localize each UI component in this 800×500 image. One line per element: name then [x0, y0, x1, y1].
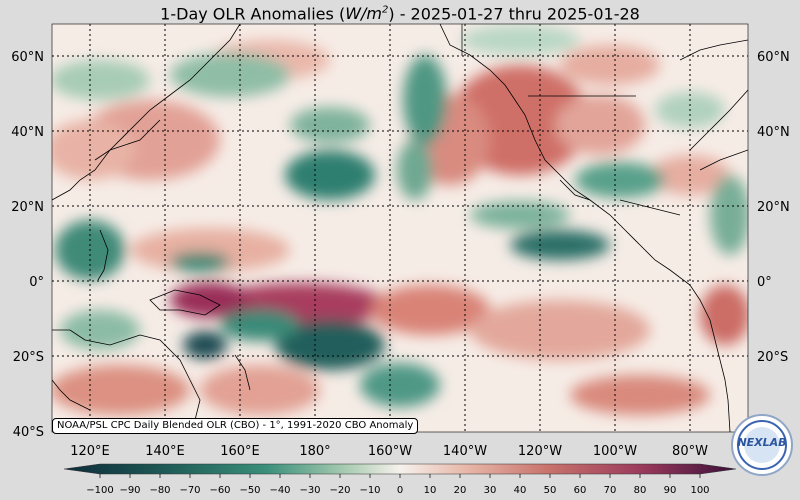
- lat-label: 40°N: [11, 125, 44, 140]
- lat-label: 20°S: [757, 350, 788, 365]
- colorbar-tick-label: 10: [424, 485, 437, 496]
- colorbar-tick-label: 100: [690, 485, 709, 496]
- anomaly-patches: [52, 25, 748, 415]
- title-suffix: ) - 2025-01-27 thru 2025-01-28: [388, 4, 640, 24]
- map-title: 1-Day OLR Anomalies (W/m2) - 2025-01-27 …: [0, 0, 800, 24]
- colorbar-tick-label: −10: [359, 485, 380, 496]
- colorbar-tick-label: −50: [239, 485, 260, 496]
- colorbar-tick-label: −80: [149, 485, 170, 496]
- title-prefix: 1-Day OLR Anomalies (: [160, 4, 346, 24]
- title-unit-exponent: 2: [381, 5, 389, 16]
- lon-label: 160°W: [368, 444, 412, 459]
- colorbar-tick-label: 20: [454, 485, 467, 496]
- colorbar-tick-label: 60: [574, 485, 587, 496]
- lat-label: 60°N: [11, 50, 44, 65]
- colorbar-bar: [63, 463, 737, 475]
- lon-label: 80°W: [672, 444, 708, 459]
- colorbar-tick-label: −70: [179, 485, 200, 496]
- colorbar-tick-label: 80: [634, 485, 647, 496]
- colorbar-tick-label: 0: [397, 485, 403, 496]
- title-unit: W/m2: [345, 4, 388, 23]
- lat-label: 0°: [757, 275, 772, 290]
- colorbar-ticks: −100 −90 −80 −70 −60 −50 −40 −30 −20 −10 0 10 20 30 40…: [86, 474, 710, 496]
- lon-label: 120°W: [518, 444, 562, 459]
- colorbar-tick-label: 50: [544, 485, 557, 496]
- lat-label: 20°N: [757, 200, 790, 215]
- colorbar-tick-label: −30: [299, 485, 320, 496]
- colorbar-tick-label: −100: [86, 485, 113, 496]
- colorbar-tick-label: 40: [514, 485, 527, 496]
- logo-ring: [737, 420, 787, 470]
- coastlines: [52, 24, 748, 432]
- lat-label: 20°N: [11, 200, 44, 215]
- lon-label: 140°W: [443, 444, 487, 459]
- colorbar-tick-label: 30: [484, 485, 497, 496]
- colorbar-tick-label: −90: [119, 485, 140, 496]
- logo-text: NEXLAB: [737, 436, 787, 449]
- nexlab-logo[interactable]: NEXLAB: [731, 414, 793, 476]
- lat-label: 60°N: [757, 50, 790, 65]
- lat-labels-right: 60°N 40°N 20°N 0° 20°S: [757, 50, 790, 365]
- colorbar-tick-label: 90: [664, 485, 677, 496]
- lon-label: 180°: [299, 444, 330, 459]
- globe-icon: [744, 427, 780, 463]
- lat-label: 0°: [29, 275, 44, 290]
- title-unit-base: W/m: [345, 4, 382, 24]
- political-borders: [461, 24, 636, 97]
- lon-labels: 120°E 140°E 160°E 180° 160°W 140°W 120°W…: [70, 444, 708, 459]
- colorbar: −100 −90 −80 −70 −60 −50 −40 −30 −20 −10 0 10 20 30 40…: [63, 463, 737, 496]
- lon-label: 160°E: [220, 444, 260, 459]
- colorbar-tick-label: −20: [329, 485, 350, 496]
- lon-label: 140°E: [145, 444, 185, 459]
- lat-label: 40°S: [13, 425, 44, 440]
- graticule: [52, 24, 748, 432]
- lon-label: 100°W: [593, 444, 637, 459]
- colorbar-tick-label: 70: [604, 485, 617, 496]
- lon-label: 120°E: [70, 444, 110, 459]
- colorbar-tick-label: −60: [209, 485, 230, 496]
- colorbar-tick-label: −40: [269, 485, 290, 496]
- lat-label: 20°S: [13, 350, 44, 365]
- data-source-note: NOAA/PSL CPC Daily Blended OLR (CBO) - 1…: [52, 418, 419, 434]
- olr-field: [52, 24, 748, 432]
- lat-labels-left: 60°N 40°N 20°N 0° 20°S 40°S: [11, 50, 44, 440]
- lat-label: 40°N: [757, 125, 790, 140]
